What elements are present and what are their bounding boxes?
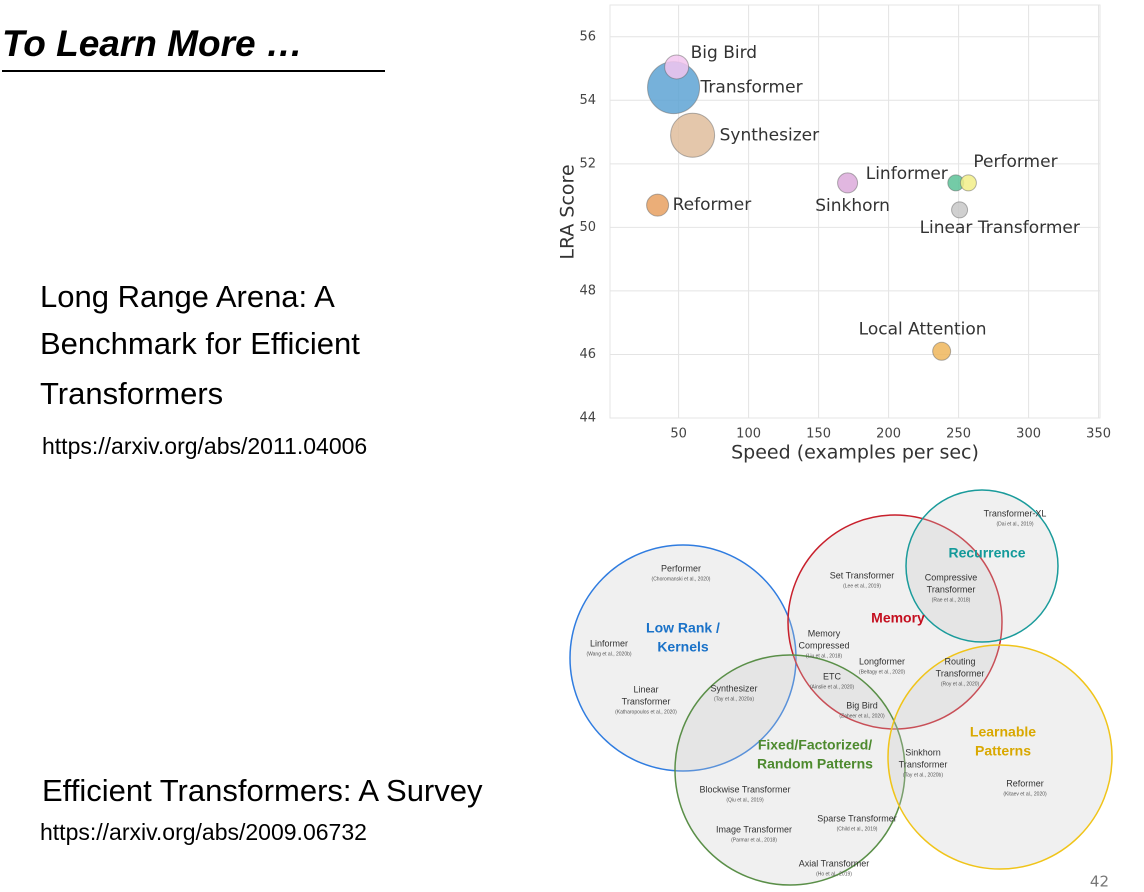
venn-model-cite: (Liu et al., 2018) [806, 653, 842, 659]
venn-model-cite: (Kitaev et al., 2020) [1003, 791, 1047, 797]
x-tick-label: 300 [1016, 427, 1041, 442]
reference-title: Benchmark for Efficient [40, 326, 360, 361]
venn-model-cite: (Parmar et al., 2018) [731, 837, 777, 843]
venn-model-cite: (Zaheer et al., 2020) [839, 713, 885, 719]
venn-model-name: Set Transformer [830, 570, 895, 580]
y-tick-label: 56 [579, 29, 596, 44]
venn-model-name: Image Transformer [716, 824, 792, 834]
venn-model-name: Longformer [859, 656, 905, 666]
y-axis-label: LRA Score [557, 164, 579, 259]
point-label: Performer [973, 152, 1057, 172]
venn-model-name: Memory [808, 628, 841, 638]
y-tick-label: 48 [579, 283, 596, 298]
point-label: Synthesizer [720, 125, 819, 145]
venn-group-label: Learnable [970, 724, 1036, 740]
venn-model-name: Transformer [927, 584, 976, 594]
slide-title: To Learn More … [2, 23, 303, 64]
venn-model-cite: (Katharopoulos et al., 2020) [615, 709, 677, 715]
reference-url: https://arxiv.org/abs/2011.04006 [42, 433, 367, 459]
venn-model-name: Blockwise Transformer [699, 784, 790, 794]
reference-title: Long Range Arena: A [40, 279, 335, 314]
x-axis-label: Speed (examples per sec) [731, 442, 979, 464]
y-tick-label: 54 [579, 93, 596, 108]
venn-model-cite: (Rae et al., 2018) [932, 597, 971, 603]
x-tick-label: 250 [946, 427, 971, 442]
bubble [959, 174, 977, 192]
venn-group-label: Recurrence [948, 545, 1025, 561]
venn-model-name: Reformer [1006, 778, 1044, 788]
bubble [932, 341, 952, 361]
bubble [646, 193, 670, 217]
point-label: Big Bird [691, 43, 757, 63]
reference-title: Efficient Transformers: A Survey [42, 773, 483, 808]
venn-model-cite: (Choromanski et al., 2020) [652, 576, 711, 582]
venn-group-label: Low Rank / [646, 620, 720, 636]
venn-circle [887, 644, 1113, 870]
venn-circles [569, 489, 1113, 886]
y-tick-label: 52 [579, 156, 596, 171]
x-tick-label: 200 [876, 427, 901, 442]
venn-group-label: Random Patterns [757, 756, 873, 772]
point-label: Transformer [700, 78, 803, 98]
venn-circle [905, 489, 1059, 643]
venn-model-name: Transformer [622, 696, 671, 706]
reference-title: Transformers [40, 376, 223, 411]
venn-model-name: Compressive [925, 572, 978, 582]
bubble [951, 201, 969, 219]
x-tick-label: 150 [806, 427, 831, 442]
venn-model-cite: (Child et al., 2019) [837, 826, 878, 832]
reference-url: https://arxiv.org/abs/2009.06732 [40, 819, 367, 845]
venn-model-name: Transformer [899, 759, 948, 769]
page-number: 42 [1090, 873, 1109, 891]
venn-model-name: Performer [661, 563, 701, 573]
venn-group-label: Patterns [975, 743, 1031, 759]
point-label: Local Attention [859, 319, 987, 339]
venn-model-cite: (Ho et al., 2019) [816, 871, 852, 877]
venn-model-cite: (Wang et al., 2020b) [586, 651, 631, 657]
venn-model-name: Axial Transformer [799, 858, 870, 868]
venn-model-cite: (Roy et al., 2020) [941, 681, 980, 687]
venn-model-cite: (Dai et al., 2019) [997, 521, 1034, 527]
venn-model-cite: (Ainslie et al., 2020) [810, 684, 855, 690]
venn-model-name: Linformer [590, 638, 628, 648]
venn-model-name: Big Bird [846, 700, 878, 710]
venn-circle [569, 544, 797, 772]
venn-model-cite: (Qiu et al., 2019) [726, 797, 764, 803]
venn-model-name: Sparse Transformer [817, 813, 897, 823]
venn-model-name: Compressed [798, 640, 849, 650]
venn-model-name: ETC [823, 671, 842, 681]
y-tick-label: 44 [579, 411, 596, 426]
point-label: Linformer [866, 164, 948, 184]
venn-model-name: Sinkhorn [905, 747, 941, 757]
venn-model-name: Transformer [936, 668, 985, 678]
venn-model-name: Routing [944, 656, 975, 666]
x-tick-label: 350 [1086, 427, 1111, 442]
point-label: Reformer [673, 195, 752, 215]
point-label: Linear Transformer [920, 218, 1080, 238]
venn-group-label: Kernels [657, 639, 709, 655]
venn-model-name: Linear [633, 684, 658, 694]
y-tick-label: 50 [579, 220, 596, 235]
y-tick-label: 46 [579, 347, 596, 362]
venn-circle [787, 514, 1003, 730]
venn-model-name: Synthesizer [710, 683, 757, 693]
point-label: Sinkhorn [815, 196, 890, 216]
x-tick-label: 100 [736, 427, 761, 442]
venn-model-cite: (Tay et al., 2020a) [714, 696, 754, 702]
venn-model-cite: (Lee et al., 2019) [843, 583, 881, 589]
bubble [670, 112, 716, 158]
venn-model-cite: (Tay et al., 2020b) [903, 772, 943, 778]
venn-model-cite: (Beltagy et al., 2020) [859, 669, 905, 675]
venn-group-label: Memory [871, 610, 925, 626]
bubble [664, 54, 690, 80]
x-tick-label: 50 [670, 427, 687, 442]
venn-model-name: Transformer-XL [984, 508, 1047, 518]
bubble [837, 172, 859, 194]
venn-group-label: Fixed/Factorized/ [758, 737, 872, 753]
venn-circle [674, 654, 906, 886]
